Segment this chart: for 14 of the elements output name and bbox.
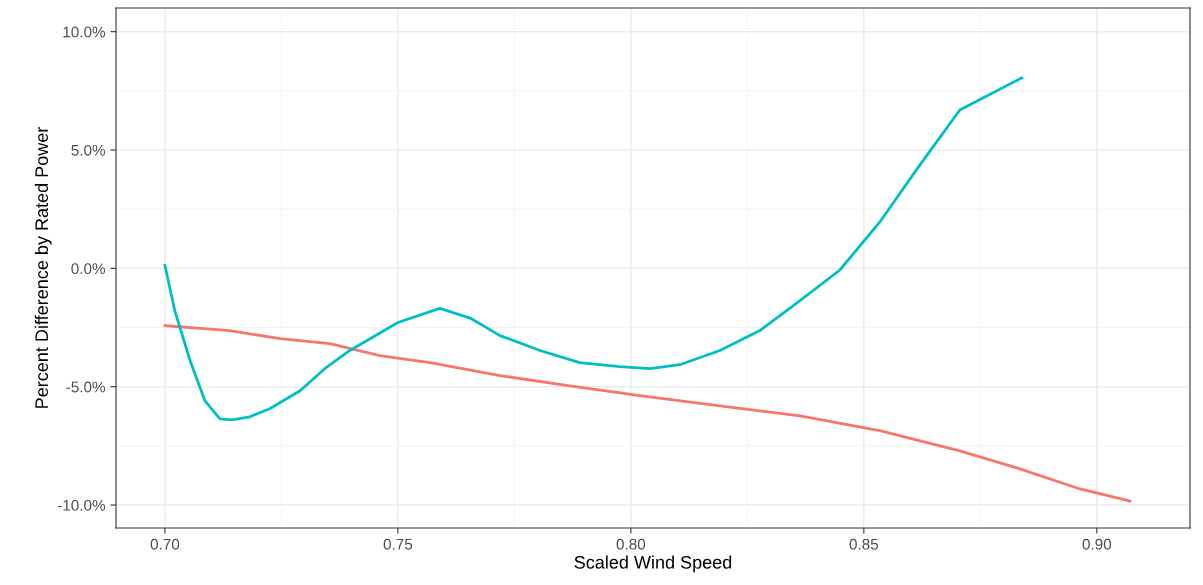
y-tick-label: 10.0% <box>63 26 106 38</box>
x-tick-label: 0.80 <box>616 538 646 550</box>
x-axis-title: Scaled Wind Speed <box>574 555 732 573</box>
x-tick-label: 0.70 <box>150 538 180 550</box>
line-series <box>163 76 1024 422</box>
y-tick-label: -5.0% <box>66 381 106 393</box>
y-tick-label: -10.0% <box>57 499 106 511</box>
y-axis-title: Percent Difference by Rated Power <box>34 126 52 408</box>
line-series <box>163 324 1132 503</box>
x-tick-label: 0.90 <box>1082 538 1112 550</box>
x-tick-label: 0.85 <box>849 538 879 550</box>
y-tick-label: 5.0% <box>71 144 106 156</box>
x-tick-label: 0.75 <box>383 538 413 550</box>
y-tick-label: 0.0% <box>71 263 106 275</box>
